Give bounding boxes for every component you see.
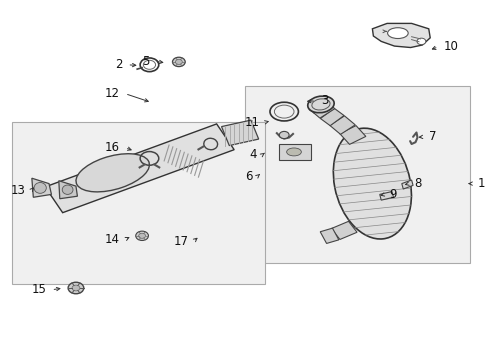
Polygon shape [331, 221, 357, 239]
Polygon shape [59, 181, 77, 199]
Polygon shape [32, 178, 51, 197]
Circle shape [279, 131, 289, 139]
Polygon shape [380, 192, 393, 200]
Text: 11: 11 [245, 116, 260, 129]
Ellipse shape [76, 154, 149, 192]
Circle shape [172, 57, 185, 67]
Ellipse shape [287, 148, 301, 156]
Polygon shape [221, 120, 259, 145]
Polygon shape [402, 180, 413, 189]
Text: 5: 5 [142, 55, 149, 68]
Bar [12, 122, 265, 284]
Polygon shape [372, 23, 430, 48]
Ellipse shape [333, 128, 412, 239]
Circle shape [136, 231, 148, 240]
Circle shape [68, 282, 84, 294]
Polygon shape [340, 126, 366, 144]
Circle shape [175, 59, 182, 64]
Text: 14: 14 [105, 233, 120, 246]
Circle shape [139, 233, 146, 238]
Text: 12: 12 [105, 87, 120, 100]
Text: 17: 17 [173, 235, 189, 248]
Text: 3: 3 [321, 94, 328, 107]
Text: 13: 13 [11, 184, 26, 197]
Ellipse shape [388, 28, 408, 39]
Ellipse shape [62, 185, 73, 194]
Polygon shape [320, 108, 344, 126]
Text: 1: 1 [478, 177, 485, 190]
Polygon shape [314, 103, 335, 118]
Polygon shape [309, 99, 328, 113]
Bar [279, 144, 311, 160]
Text: 4: 4 [250, 148, 257, 161]
Circle shape [72, 285, 80, 291]
Text: 8: 8 [414, 177, 421, 190]
Text: 2: 2 [115, 58, 122, 71]
Text: 10: 10 [443, 40, 458, 53]
Text: 16: 16 [105, 141, 120, 154]
Polygon shape [45, 124, 234, 213]
Polygon shape [320, 228, 339, 243]
Text: 9: 9 [390, 188, 397, 201]
Text: 15: 15 [32, 283, 47, 296]
Ellipse shape [34, 183, 46, 193]
Text: 7: 7 [429, 130, 436, 143]
Bar [245, 86, 470, 263]
Polygon shape [330, 116, 355, 134]
Ellipse shape [308, 96, 334, 113]
Circle shape [417, 38, 426, 45]
Text: 6: 6 [245, 170, 252, 183]
